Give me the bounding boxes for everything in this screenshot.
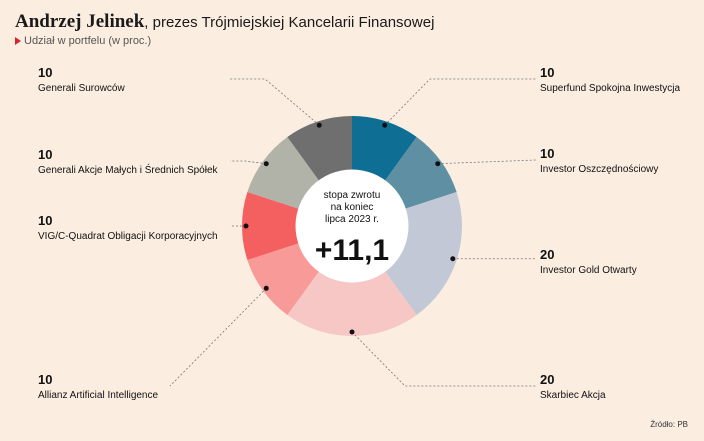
center-caption: na koniec: [331, 202, 374, 213]
slice-name-label: Allianz Artificial Intelligence: [38, 390, 158, 401]
header: Andrzej Jelinek, prezes Trójmiejskiej Ka…: [15, 12, 434, 47]
slice-generali-akcje-ma-ych-i-rednich-sp-ek: [247, 137, 320, 209]
leader-dot: [316, 122, 322, 128]
slice-superfund-spokojna-inwestycja: [352, 116, 417, 181]
leader-line: [169, 288, 267, 387]
slice-value-label: 10: [540, 65, 554, 80]
leader-dot: [263, 161, 269, 167]
slice-value-label: 20: [540, 247, 554, 262]
slice-name-label: Generali Akcje Małych i Średnich Spółek: [38, 163, 219, 176]
slice-value-label: 20: [540, 372, 554, 387]
slice-investor-oszcz-dno-ciowy: [384, 137, 457, 209]
slice-vig-c-quadrat-obligacji-korporacyjnych: [242, 192, 299, 260]
leader-dot: [243, 223, 249, 229]
slice-value-label: 10: [38, 372, 52, 387]
center-caption: stopa zwrotu: [324, 190, 381, 201]
triangle-marker-icon: [15, 37, 21, 45]
slice-generali-surowc-w: [287, 116, 352, 181]
source-note: Źródło: PB: [650, 420, 688, 429]
slice-name-label: Generali Surowców: [38, 83, 125, 94]
slice-name-label: Investor Gold Otwarty: [540, 265, 637, 276]
person-name: Andrzej Jelinek: [15, 11, 145, 32]
center-caption: lipca 2023 r.: [325, 214, 379, 225]
slice-name-label: Superfund Spokojna Inwestycja: [540, 83, 681, 94]
leader-line: [230, 78, 320, 126]
leader-line: [437, 159, 537, 165]
leader-dot: [349, 329, 355, 335]
leader-line: [351, 331, 536, 387]
slice-value-label: 10: [38, 213, 52, 228]
donut-center: [295, 169, 409, 283]
subtitle: Udział w portfelu (w proc.): [15, 35, 434, 47]
leader-line: [384, 78, 536, 126]
slice-allianz-artificial-intelligence: [247, 243, 320, 315]
leader-dot: [435, 161, 441, 167]
slice-value-label: 10: [540, 146, 554, 161]
slice-name-label: VIG/C-Quadrat Obligacji Korporacyjnych: [38, 231, 218, 242]
center-value: +11,1: [315, 234, 389, 267]
slice-investor-gold-otwarty: [384, 192, 462, 315]
slice-value-label: 10: [38, 147, 52, 162]
slice-skarbiec-akcja: [287, 271, 417, 336]
leader-dot: [382, 122, 388, 128]
page-title: Andrzej Jelinek, prezes Trójmiejskiej Ka…: [15, 12, 434, 33]
leader-dot: [263, 285, 269, 291]
leader-line: [230, 160, 267, 165]
slice-name-label: Skarbiec Akcja: [540, 390, 606, 401]
subtitle-text: Udział w portfelu (w proc.): [24, 35, 152, 47]
slice-name-label: Investor Oszczędnościowy: [540, 164, 658, 175]
slice-value-label: 10: [38, 65, 52, 80]
leader-dot: [450, 256, 456, 262]
person-role: , prezes Trójmiejskiej Kancelarii Finans…: [144, 14, 435, 31]
